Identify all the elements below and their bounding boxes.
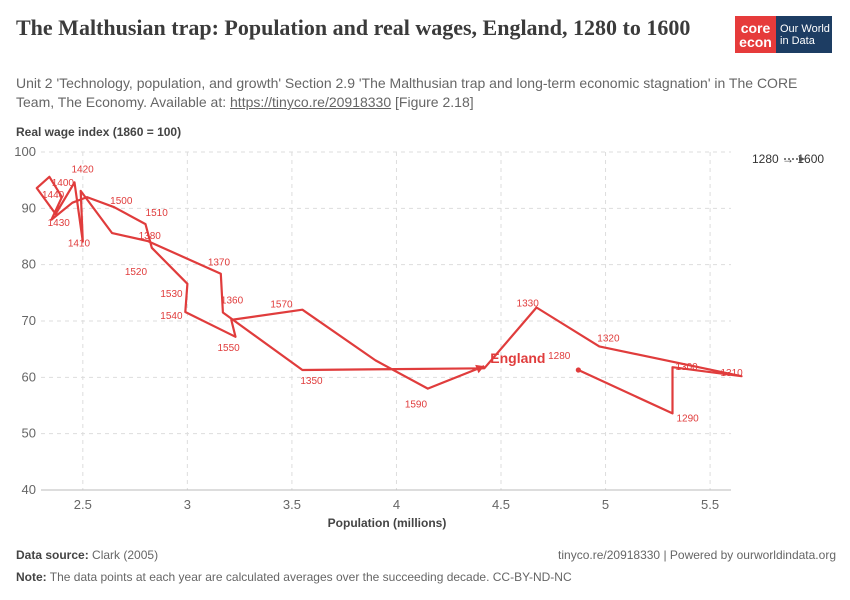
y-tick-label: 90 (22, 200, 36, 215)
footer-credits[interactable]: tinyco.re/20918330 | Powered by ourworld… (558, 548, 836, 562)
point-label-1310: 1310 (720, 368, 743, 379)
subtitle-text: Unit 2 'Technology, population, and grow… (16, 75, 798, 110)
y-axis-ticks: 40 50 60 70 80 90 100 (14, 144, 36, 497)
point-label-1350: 1350 (300, 376, 323, 387)
logo-owid-line1: Our World (780, 22, 830, 35)
y-tick-label: 40 (22, 482, 36, 497)
data-source-value: Clark (2005) (92, 548, 159, 562)
x-tick-label: 4.5 (492, 497, 510, 512)
point-label-1440: 1440 (42, 190, 65, 201)
series-label-england[interactable]: England (490, 350, 545, 366)
point-label-1370: 1370 (208, 258, 231, 269)
y-tick-label: 70 (22, 313, 36, 328)
chart-title: The Malthusian trap: Population and real… (16, 15, 691, 40)
logo-owid-line2: in Data (780, 34, 815, 47)
series-line[interactable] (35, 175, 743, 415)
x-tick-label: 4 (393, 497, 400, 512)
point-label-1570: 1570 (270, 300, 293, 311)
point-label-1590: 1590 (405, 400, 428, 411)
series-end-arrow (475, 364, 485, 374)
point-label-1400: 1400 (52, 178, 75, 189)
footer-note: Note: The data points at each year are c… (16, 570, 572, 584)
x-tick-label: 2.5 (74, 497, 92, 512)
point-label-1290: 1290 (676, 413, 699, 424)
chart-subtitle: Unit 2 'Technology, population, and grow… (16, 74, 816, 112)
point-label-1410: 1410 (68, 239, 91, 250)
x-tick-label: 5 (602, 497, 609, 512)
y-tick-label: 60 (22, 369, 36, 384)
y-tick-label: 100 (14, 144, 36, 159)
our-world-in-data-logo: Our World in Data (776, 16, 832, 53)
point-labels: 1280 1290 1300 1310 1320 1330 1350 1360 1370 1380… (42, 164, 743, 424)
point-label-1510: 1510 (146, 208, 169, 219)
point-label-1360: 1360 (221, 296, 244, 307)
point-label-1330: 1330 (517, 298, 540, 309)
point-label-1420: 1420 (71, 164, 94, 175)
logo-core-line1: core (740, 19, 771, 36)
chart-canvas: 40 50 60 70 80 90 100 2.5 3 3.5 4 4.5 5 5.5 Real wag… (14, 125, 824, 530)
x-axis-ticks: 2.5 3 3.5 4 4.5 5 5.5 (74, 497, 719, 512)
series-start-point[interactable] (575, 367, 581, 373)
data-source: Data source: Clark (2005) (16, 548, 158, 562)
note-label: Note: (16, 570, 47, 584)
subtitle-suffix: [Figure 2.18] (391, 94, 474, 110)
legend[interactable]: 1280 → 1600 (752, 152, 824, 166)
core-econ-logo: core econ (735, 16, 776, 53)
source-link[interactable]: https://tinyco.re/20918330 (230, 94, 392, 110)
logo-core-line2: econ (739, 33, 772, 50)
note-text: The data points at each year are calcula… (49, 570, 572, 584)
x-tick-label: 5.5 (701, 497, 719, 512)
legend-arrowhead-icon (799, 156, 805, 162)
data-source-label: Data source: (16, 548, 89, 562)
x-tick-label: 3.5 (283, 497, 301, 512)
point-label-1540: 1540 (160, 311, 183, 322)
point-label-1550: 1550 (217, 343, 240, 354)
y-tick-label: 80 (22, 257, 36, 272)
y-axis-label: Real wage index (1860 = 100) (16, 125, 181, 139)
point-label-1500: 1500 (110, 196, 133, 207)
logo[interactable]: core econ Our World in Data (735, 16, 832, 53)
point-label-1530: 1530 (160, 289, 183, 300)
point-label-1430: 1430 (48, 218, 71, 229)
point-label-1280: 1280 (548, 351, 571, 362)
grid-lines (41, 151, 731, 491)
point-label-1520: 1520 (125, 267, 148, 278)
point-label-1300: 1300 (675, 362, 698, 373)
point-label-1380: 1380 (139, 231, 162, 242)
x-tick-label: 3 (184, 497, 191, 512)
x-axis-label: Population (millions) (328, 516, 447, 530)
point-label-1320: 1320 (597, 333, 620, 344)
y-tick-label: 50 (22, 426, 36, 441)
